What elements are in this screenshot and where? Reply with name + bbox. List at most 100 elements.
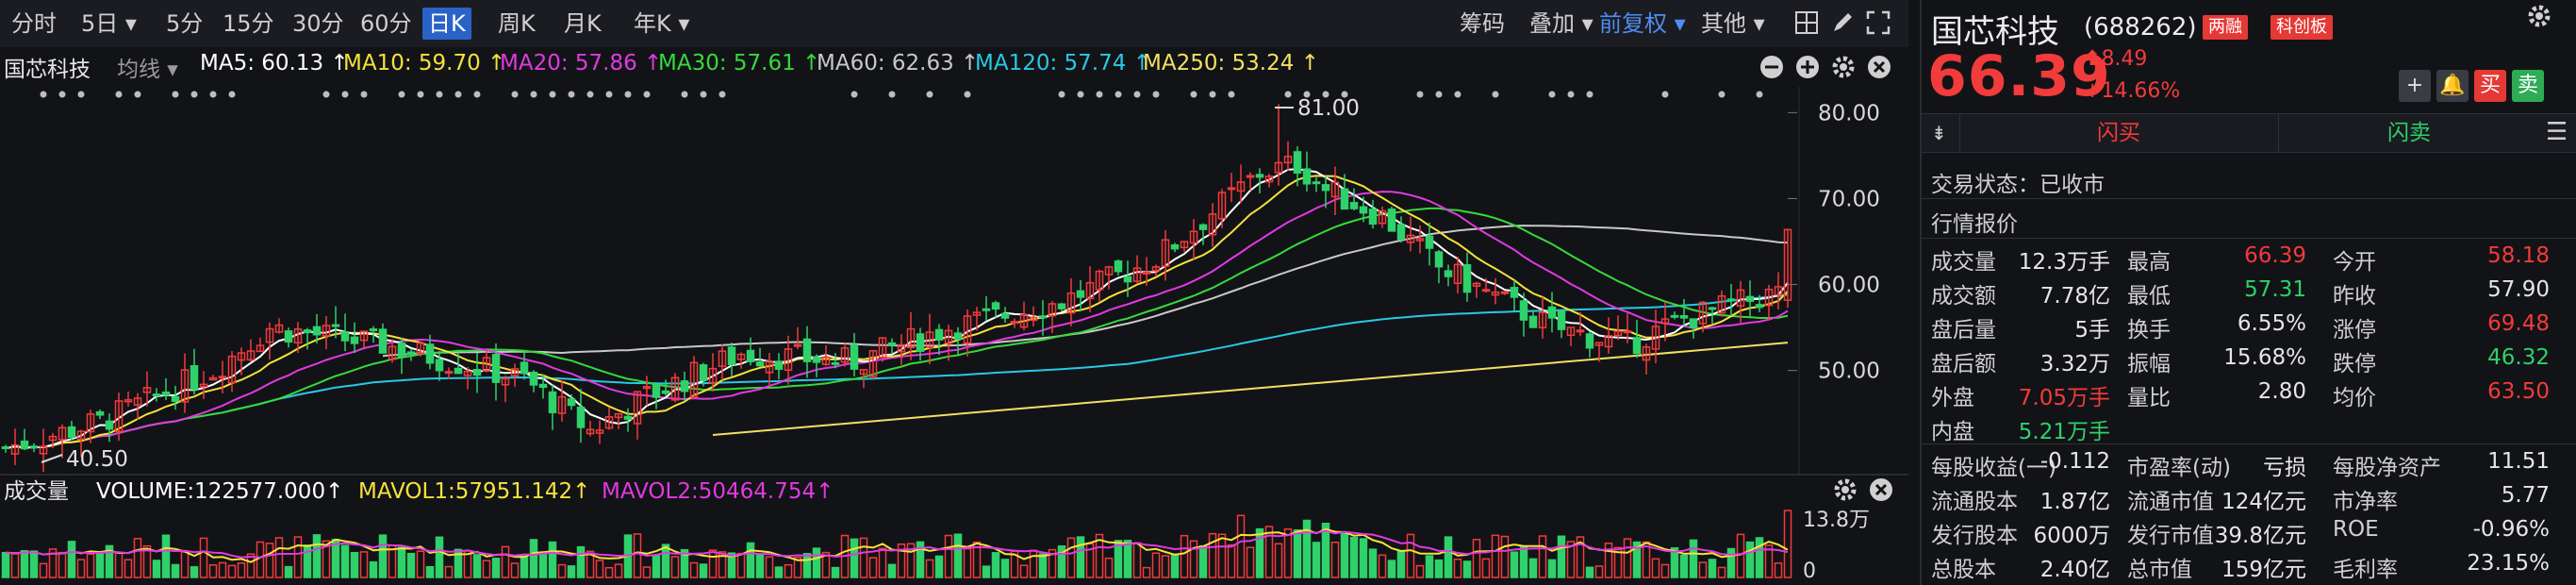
candle-body [1632,337,1642,355]
adjust-button[interactable]: 前复权 ▾ [1599,10,1686,37]
candle-body [1019,313,1029,328]
event-dot [77,91,85,98]
flash-buy-button[interactable]: 闪买 [1959,114,2277,152]
buy-button[interactable]: 买 [2474,70,2506,102]
candle-body [1293,151,1302,174]
volume-close-icon[interactable] [1870,478,1892,501]
period-tab-fenshi[interactable]: 分时 [11,10,57,37]
price-change: ⬆8.49 [2084,47,2148,71]
candle-body [1387,209,1396,232]
candle-body [10,443,20,455]
event-dot [473,91,481,98]
grid-icon[interactable] [1793,9,1820,36]
candle-body [86,413,95,433]
candle-body [1048,303,1057,317]
overlay-button[interactable]: 叠加 ▾ [1529,10,1593,37]
period-tab-15min[interactable]: 15分 [223,10,274,37]
candle-body [831,361,840,365]
candle-body [1528,315,1538,328]
period-tab-weekly[interactable]: 周K [498,10,536,37]
period-tab-5day[interactable]: 5日 ▾ [81,10,137,37]
volume-bar [1651,558,1660,578]
settings-gear-icon[interactable] [2527,4,2551,28]
candle-body [1566,326,1576,337]
event-dot [1756,91,1763,98]
candle-body [501,377,510,386]
price-tick-label: 70.00 [1818,187,1880,211]
volume-bar [859,537,868,578]
volume-gear-icon[interactable] [1834,478,1857,501]
event-dot [1492,91,1499,98]
candle-body [1519,300,1528,321]
candle-body [840,347,850,363]
volume-bar [482,560,491,578]
fullscreen-icon[interactable] [1865,9,1891,36]
event-dot [643,91,651,98]
close-icon[interactable] [1867,55,1891,79]
volume-bar [1019,564,1029,578]
indicator-mode-select[interactable]: 均线 ▾ [117,58,178,82]
plus-icon[interactable] [1795,55,1820,79]
volume-bar [1547,559,1557,578]
quote-value: 亏损 [2263,456,2306,480]
candle-body [1085,281,1095,300]
candle-body [699,364,708,381]
alert-bell-button[interactable]: 🔔 [2436,70,2469,102]
period-tab-5min[interactable]: 5分 [166,10,204,37]
gear-icon[interactable] [1831,55,1856,79]
volume-bar [1198,544,1208,578]
chips-button[interactable]: 筹码 [1460,10,1505,37]
menu-icon[interactable]: ☰ [2546,118,2568,146]
candle-body [1660,318,1670,325]
volume-bar [1283,527,1293,578]
volume-bar [567,565,576,578]
candle-body [369,328,378,332]
volume-bar [171,563,180,578]
volume-bar [1519,546,1528,578]
candle-body [963,315,972,344]
candle-body [1029,316,1038,322]
volume-bar [689,561,699,578]
candle-body [406,351,416,356]
draw-pen-icon[interactable] [1829,9,1856,36]
other-button[interactable]: 其他 ▾ [1701,10,1765,37]
candle-body [1283,156,1293,164]
candle-body [1378,209,1387,225]
candle-body [1491,291,1500,296]
period-tab-30min[interactable]: 30分 [292,10,344,37]
event-dot [1077,91,1084,98]
volume-bar [1180,534,1189,578]
volume-bar [105,544,114,578]
volume-bar [39,562,48,578]
candle-body [925,331,934,348]
event-dot [549,91,556,98]
ma250-line [712,342,1789,436]
collapse-icon[interactable]: ⇟ [1931,122,1947,144]
volume-bar [284,565,293,578]
candle-body [124,399,133,403]
volume-bar [699,563,708,578]
candle-body [802,338,812,362]
volume-bar [595,560,604,578]
event-dot [926,91,933,98]
candle-body [1010,321,1019,325]
period-tab-daily[interactable]: 日K [422,8,471,40]
volume-bar [29,550,39,578]
kline-chart[interactable]: 80.00 70.00 60.00 50.00 81.00 40.50 成交量 ▾ V… [0,87,1908,585]
event-dot [134,91,141,98]
flash-sell-button[interactable]: 闪卖 [2278,114,2539,152]
candle-body [1349,202,1359,209]
candle-body [208,376,218,381]
candle-body [350,336,359,344]
minus-icon[interactable] [1759,55,1784,79]
sell-button[interactable]: 卖 [2512,70,2544,102]
period-tab-yearly[interactable]: 年K ▾ [634,10,690,37]
candle-body [793,343,802,347]
ma5-value: MA5: 60.13 ↑ [200,51,349,75]
period-tab-monthly[interactable]: 月K [564,10,602,37]
quote-value: 5手 [2074,318,2110,343]
period-tab-60min[interactable]: 60分 [360,10,412,37]
add-watchlist-button[interactable]: + [2399,70,2431,102]
volume-bar [878,547,887,578]
event-dot [1303,91,1311,98]
